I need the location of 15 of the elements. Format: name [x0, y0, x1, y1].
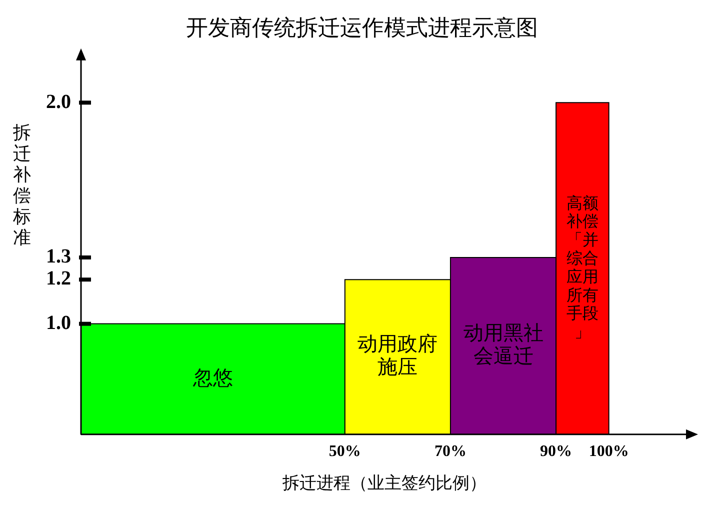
y-tick-label: 2.0	[46, 90, 71, 113]
x-tick-label: 100%	[588, 443, 629, 460]
x-tick-label: 90%	[540, 443, 572, 460]
chart-title: 开发商传统拆迁运作模式进程示意图	[186, 14, 538, 40]
annotation: 忽悠	[192, 367, 233, 390]
x-tick-label: 50%	[328, 443, 361, 460]
x-tick-label: 70%	[434, 443, 466, 460]
y-tick-label: 1.2	[46, 268, 71, 290]
y-tick-label: 1.0	[46, 312, 71, 334]
y-tick-label: 1.3	[46, 246, 71, 268]
annotation: 动用政府施压	[358, 334, 438, 379]
y-axis-title: 拆迁补偿标准	[12, 122, 31, 248]
annotation: 高额补偿「并综合应用所有手段」	[566, 194, 598, 342]
annotation: 动用黑社会逼迁	[463, 322, 544, 368]
x-axis-title: 拆迁进程（业主签约比例）	[282, 473, 486, 492]
